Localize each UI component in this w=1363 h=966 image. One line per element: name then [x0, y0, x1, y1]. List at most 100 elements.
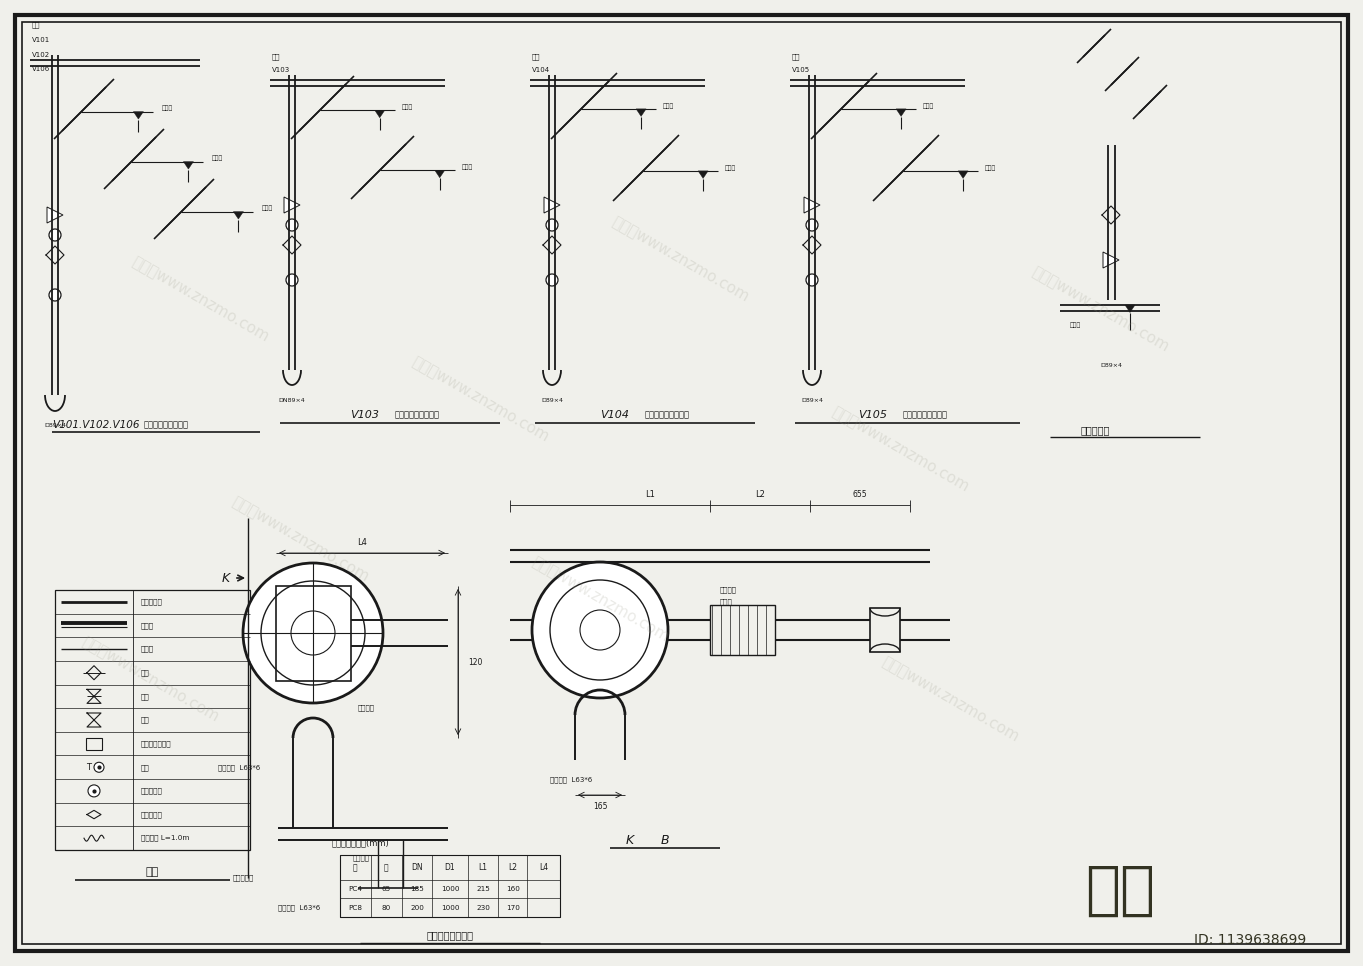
Text: V101: V101 [31, 37, 50, 43]
Text: DN: DN [412, 863, 423, 872]
Text: 1000: 1000 [440, 905, 459, 911]
Text: 200: 200 [410, 905, 424, 911]
Text: 泡沫消防管: 泡沫消防管 [140, 599, 162, 605]
Polygon shape [1103, 252, 1119, 268]
Bar [870, 608, 900, 652]
Text: 80: 80 [382, 905, 391, 911]
Text: L4: L4 [538, 863, 548, 872]
Text: 储罐: 储罐 [140, 764, 150, 771]
Text: 知末网www.znzmo.com: 知末网www.znzmo.com [609, 214, 751, 305]
Text: 泵站: 泵站 [792, 54, 800, 60]
Text: 165: 165 [593, 802, 608, 810]
Polygon shape [46, 207, 63, 223]
Text: 知末: 知末 [1085, 862, 1154, 919]
Text: 罐池泡沫管道系统图: 罐池泡沫管道系统图 [395, 411, 440, 419]
Bar [55, 590, 249, 850]
Text: 给水管: 给水管 [262, 206, 273, 212]
Text: 给水管: 给水管 [140, 622, 154, 629]
Text: 图例: 图例 [146, 867, 159, 877]
Text: 角钢支架  L63*6: 角钢支架 L63*6 [551, 777, 593, 783]
Text: D89×4: D89×4 [1100, 362, 1122, 367]
Text: L1: L1 [645, 490, 656, 498]
Text: 型: 型 [353, 863, 357, 872]
Polygon shape [544, 197, 560, 213]
Text: 金属软管 L=1.0m: 金属软管 L=1.0m [140, 835, 189, 841]
Text: 知末网www.znzmo.com: 知末网www.znzmo.com [829, 405, 972, 496]
Text: 号: 号 [384, 863, 388, 872]
Text: 给水管: 给水管 [985, 165, 996, 171]
Text: 185: 185 [410, 886, 424, 892]
Text: V104: V104 [600, 410, 628, 420]
Polygon shape [435, 170, 444, 178]
Text: 给水管: 给水管 [725, 165, 736, 171]
Text: 给水管: 给水管 [462, 164, 473, 170]
Text: 160: 160 [506, 886, 519, 892]
Text: DN89×4: DN89×4 [278, 397, 305, 403]
Bar [339, 855, 560, 917]
Text: 知末网www.znzmo.com: 知末网www.znzmo.com [529, 554, 671, 645]
Text: 给水管: 给水管 [211, 156, 222, 161]
Text: 泡沫产生器安装图: 泡沫产生器安装图 [427, 930, 473, 940]
Text: T: T [86, 763, 91, 772]
Circle shape [551, 580, 650, 680]
Text: V103: V103 [273, 67, 290, 73]
Circle shape [243, 563, 383, 703]
Text: D89×4: D89×4 [801, 397, 823, 403]
Text: 球阀: 球阀 [140, 717, 150, 724]
Text: 知末网www.znzmo.com: 知末网www.znzmo.com [879, 655, 1021, 746]
Text: V105: V105 [792, 67, 810, 73]
Text: 金属支架  L63*6: 金属支架 L63*6 [278, 905, 320, 911]
Text: 215: 215 [476, 886, 489, 892]
Circle shape [89, 785, 99, 797]
Text: PC8: PC8 [349, 905, 363, 911]
Text: V102: V102 [31, 52, 50, 58]
Text: 蝶阀: 蝶阀 [140, 693, 150, 699]
Text: 混合器: 混合器 [720, 599, 733, 606]
Polygon shape [184, 161, 194, 169]
Text: 1000: 1000 [440, 886, 459, 892]
Polygon shape [698, 171, 709, 179]
Text: 给水管: 给水管 [402, 104, 413, 110]
Text: V106: V106 [31, 66, 50, 72]
Polygon shape [895, 109, 906, 116]
Text: V105: V105 [857, 410, 887, 420]
Text: 泵站: 泵站 [273, 54, 281, 60]
Text: 泵站: 泵站 [31, 21, 41, 28]
Text: V101.V102.V106: V101.V102.V106 [52, 420, 139, 430]
Text: 罐池泡沫管道系统图: 罐池泡沫管道系统图 [904, 411, 949, 419]
Circle shape [806, 219, 818, 231]
Text: D89×4: D89×4 [44, 422, 65, 428]
Circle shape [286, 219, 298, 231]
Text: 知末网www.znzmo.com: 知末网www.znzmo.com [409, 355, 551, 445]
Circle shape [806, 274, 818, 286]
Circle shape [290, 611, 335, 655]
Text: D1: D1 [444, 863, 455, 872]
Text: 泵站: 泵站 [532, 54, 541, 60]
Text: 角钢支架  L63*6: 角钢支架 L63*6 [218, 765, 260, 771]
Text: 排水管: 排水管 [140, 646, 154, 652]
Bar [86, 738, 102, 750]
Polygon shape [233, 212, 244, 219]
Text: 65: 65 [382, 886, 391, 892]
Bar [710, 605, 776, 655]
Circle shape [260, 581, 365, 685]
Polygon shape [1124, 305, 1135, 312]
Text: 罐池泡沫管道系统图: 罐池泡沫管道系统图 [144, 420, 189, 430]
Circle shape [581, 610, 620, 650]
Text: 罐池泡沫管道系统图: 罐池泡沫管道系统图 [645, 411, 690, 419]
Text: 230: 230 [476, 905, 489, 911]
Text: 给水管: 给水管 [161, 106, 173, 111]
Circle shape [532, 562, 668, 698]
Text: L4: L4 [357, 537, 367, 547]
Text: K: K [626, 834, 634, 846]
Text: V104: V104 [532, 67, 551, 73]
Text: 排水系统图: 排水系统图 [1081, 425, 1109, 435]
Text: 655: 655 [853, 490, 867, 498]
Text: 闸阀: 闸阀 [140, 669, 150, 676]
Circle shape [49, 229, 61, 241]
Polygon shape [637, 109, 646, 116]
Text: 120: 120 [468, 658, 483, 667]
Text: L2: L2 [508, 863, 517, 872]
Bar [275, 586, 352, 681]
Text: 给水管: 给水管 [664, 103, 675, 109]
